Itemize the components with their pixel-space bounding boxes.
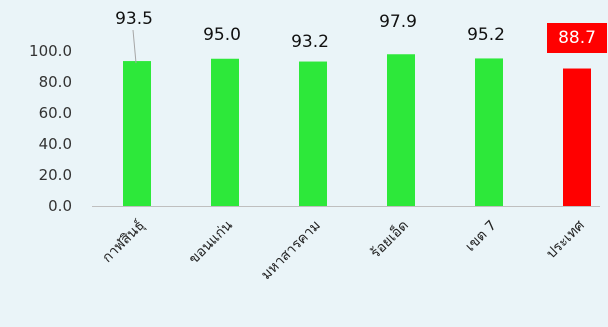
bar bbox=[123, 61, 151, 207]
data-label: 95.2 bbox=[467, 25, 505, 45]
data-label-box bbox=[547, 23, 607, 53]
y-tick-label: 0.0 bbox=[48, 197, 72, 215]
y-tick-label: 40.0 bbox=[39, 135, 72, 153]
y-tick-label: 80.0 bbox=[39, 73, 72, 91]
leader-lines bbox=[132, 29, 137, 64]
data-labels: 93.5 95.0 93.2 97.9 95.2 88.7 bbox=[115, 9, 607, 53]
bar bbox=[475, 58, 503, 206]
data-label: 95.0 bbox=[203, 25, 241, 45]
bar bbox=[387, 54, 415, 206]
y-tick-label: 20.0 bbox=[39, 166, 72, 184]
data-label: 93.2 bbox=[291, 32, 329, 52]
data-label: 88.7 bbox=[558, 28, 596, 48]
bar bbox=[211, 58, 239, 206]
data-label: 93.5 bbox=[115, 9, 153, 29]
y-tick-label: 60.0 bbox=[39, 104, 72, 122]
bars bbox=[123, 54, 591, 207]
bar bbox=[299, 61, 327, 206]
y-axis-ticks: 0.0 20.0 40.0 60.0 80.0 100.0 bbox=[29, 42, 72, 215]
data-label: 97.9 bbox=[379, 12, 417, 32]
bar bbox=[563, 68, 591, 206]
y-tick-label: 100.0 bbox=[29, 42, 72, 60]
leader-line bbox=[132, 29, 137, 64]
